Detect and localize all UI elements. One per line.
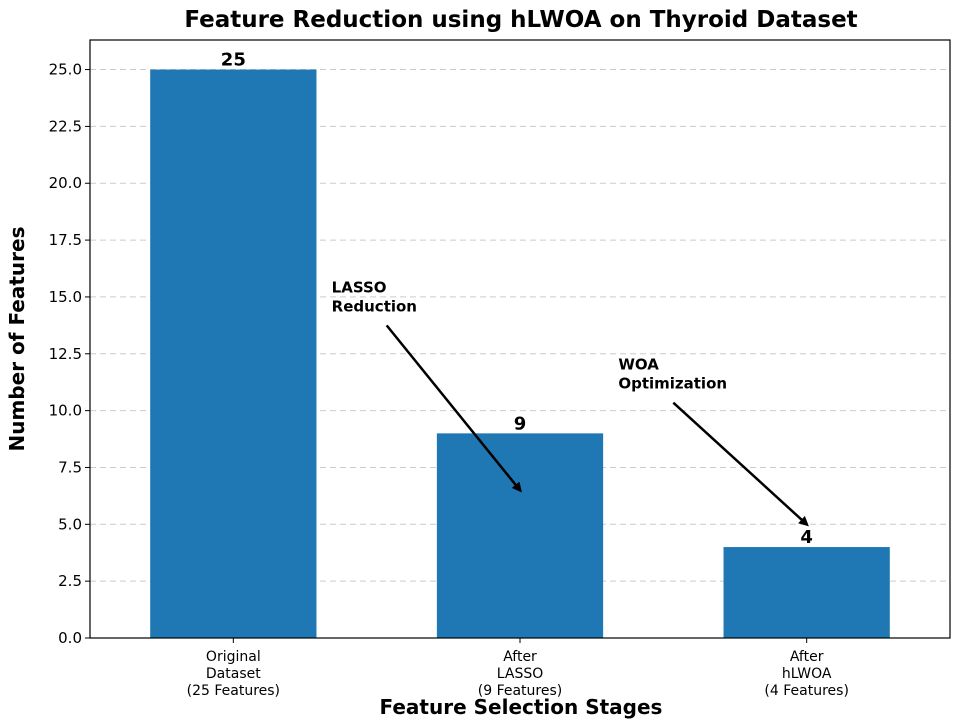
x-tick-label-line: (4 Features) bbox=[764, 683, 848, 699]
x-tick-label-line: (25 Features) bbox=[187, 683, 280, 699]
y-tick-label: 22.5 bbox=[49, 117, 82, 135]
y-tick-label: 20.0 bbox=[49, 174, 82, 192]
annotation-text-line: Reduction bbox=[332, 297, 417, 315]
annotation-text: WOA Optimization bbox=[618, 356, 727, 393]
bar-value-label: 9 bbox=[514, 413, 527, 434]
bar-value-label: 4 bbox=[800, 527, 813, 548]
y-tick-label: 10.0 bbox=[49, 402, 82, 420]
bar-value-label: 25 bbox=[221, 50, 246, 71]
x-tick-label-line: After bbox=[503, 649, 537, 665]
bar bbox=[150, 69, 317, 638]
annotations: LASSO Reduction WOA Optimization bbox=[332, 278, 809, 527]
x-tick-label: After hLWOA (4 Features) bbox=[764, 649, 848, 699]
x-tick-label-line: (9 Features) bbox=[478, 683, 562, 699]
x-axis-ticks: Original Dataset (25 Features)After LASSO (9… bbox=[187, 638, 849, 699]
y-axis-ticks: 0.0 2.5 5.0 7.5 10.0 12.5 15.0 17.5 20.0 22.5 25.0 bbox=[49, 61, 90, 647]
y-axis-label: Number of Features bbox=[5, 227, 29, 452]
y-tick-label: 5.0 bbox=[58, 515, 82, 533]
x-tick-label-line: LASSO bbox=[497, 666, 544, 682]
x-tick-label-line: Original bbox=[206, 649, 261, 665]
chart-title: Feature Reduction using hLWOA on Thyroid… bbox=[184, 7, 857, 33]
annotation-arrow bbox=[672, 401, 809, 527]
y-tick-label: 17.5 bbox=[49, 231, 82, 249]
annotation-text-line: WOA bbox=[618, 356, 659, 374]
annotation-text: LASSO Reduction bbox=[332, 278, 417, 315]
x-axis-label: Feature Selection Stages bbox=[380, 695, 663, 719]
y-tick-label: 25.0 bbox=[49, 61, 82, 79]
bars bbox=[150, 69, 890, 638]
y-tick-label: 2.5 bbox=[58, 572, 82, 590]
data-labels: 25 9 4 bbox=[221, 50, 813, 548]
x-tick-label-line: hLWOA bbox=[782, 666, 832, 682]
y-tick-label: 0.0 bbox=[58, 629, 82, 647]
annotation-arrow bbox=[385, 324, 522, 493]
x-tick-label-line: After bbox=[790, 649, 824, 665]
x-tick-label: After LASSO (9 Features) bbox=[478, 649, 562, 699]
y-tick-label: 15.0 bbox=[49, 288, 82, 306]
y-tick-label: 12.5 bbox=[49, 345, 82, 363]
bar bbox=[436, 433, 604, 638]
x-tick-label-line: Dataset bbox=[206, 666, 261, 682]
annotation-text-line: LASSO bbox=[332, 278, 387, 296]
x-tick-label: Original Dataset (25 Features) bbox=[187, 649, 280, 699]
y-tick-label: 7.5 bbox=[58, 458, 82, 476]
bar bbox=[723, 547, 890, 638]
annotation-text-line: Optimization bbox=[618, 375, 727, 393]
